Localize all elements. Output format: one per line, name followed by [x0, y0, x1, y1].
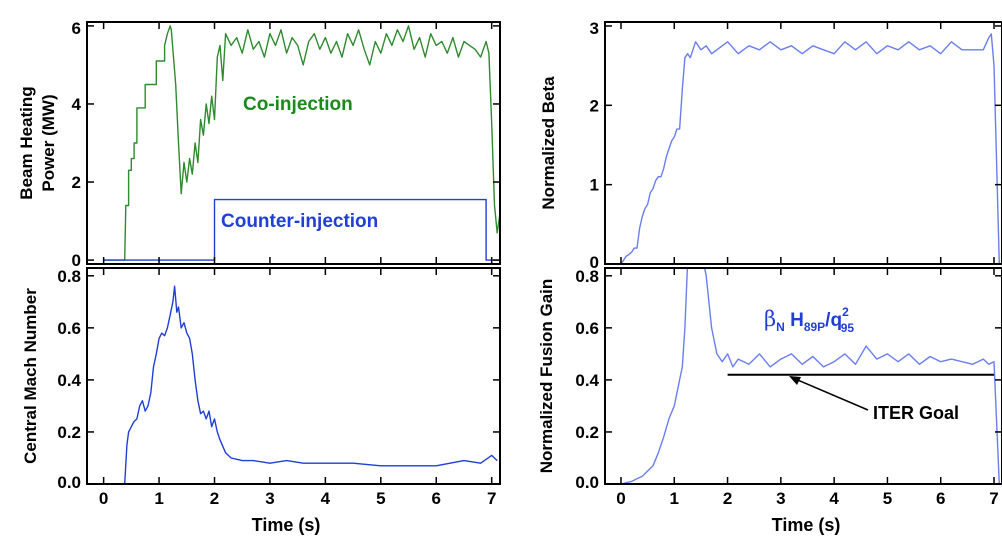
xtick-label-mach-0: 0	[99, 489, 108, 508]
formula-beta-sub: N	[776, 320, 785, 334]
ytick-label-mach-2: 0.4	[57, 371, 81, 390]
x-axis-label-right: Time (s)	[772, 515, 841, 535]
xtick-label-fusion-gain-4: 4	[829, 489, 839, 508]
xtick-label-fusion-gain-1: 1	[670, 489, 679, 508]
y-axis-label-beam-line1: Beam Heating	[17, 86, 36, 199]
iter-goal-arrow	[792, 377, 869, 411]
ytick-label-fusion-gain-3: 0.6	[575, 319, 599, 338]
ytick-label-beta-3: 3	[590, 19, 599, 38]
iter-goal-arrowhead	[789, 376, 801, 385]
ytick-label-mach-4: 0.8	[57, 267, 81, 286]
xtick-label-fusion-gain-6: 6	[936, 489, 945, 508]
ytick-label-mach-1: 0.2	[57, 423, 81, 442]
panel-frame-fusion-gain	[604, 267, 1002, 485]
formula-beta: β	[764, 307, 776, 331]
series-line-beam-power-0	[103, 25, 500, 261]
ytick-label-beta-1: 1	[590, 176, 599, 195]
ytick-label-beta-2: 2	[590, 96, 599, 115]
annotation-co-injection: Co-injection	[243, 94, 353, 115]
xtick-label-fusion-gain-7: 7	[989, 489, 998, 508]
formula-q-sup: 2	[842, 305, 849, 319]
formula-h-sub: 89P	[804, 320, 825, 334]
panel-frame-mach	[86, 267, 501, 485]
y-axis-label-beam-line2: Power (MW)	[39, 94, 58, 191]
ytick-label-beam-power-1: 2	[72, 173, 81, 192]
ytick-label-fusion-gain-4: 0.8	[575, 267, 599, 286]
ytick-label-beam-power-0: 0	[72, 251, 81, 270]
xtick-label-mach-6: 6	[432, 489, 441, 508]
x-axis-label-left: Time (s)	[252, 515, 321, 535]
y-axis-label-mach: Central Mach Number	[21, 288, 40, 464]
ytick-label-mach-3: 0.6	[57, 319, 81, 338]
xtick-label-fusion-gain-0: 0	[616, 489, 625, 508]
xtick-label-mach-7: 7	[487, 489, 496, 508]
ytick-label-beam-power-3: 6	[72, 19, 81, 38]
ytick-label-beam-power-2: 4	[72, 95, 82, 114]
series-line-beam-power-1	[103, 198, 500, 261]
series-line-beta-0	[620, 33, 1000, 264]
annotation-iter-goal: ITER Goal	[873, 403, 959, 423]
formula-h: H	[785, 310, 804, 331]
y-axis-label-fusion-gain: Normalized Fusion Gain	[537, 279, 556, 474]
ytick-label-fusion-gain-0: 0.0	[575, 473, 599, 492]
panel-frame-beam-power	[86, 21, 501, 265]
formula-slash-q: /q	[825, 310, 842, 331]
ytick-label-beta-0: 0	[590, 253, 599, 272]
annotation-fusion-gain-formula: βN H89P/q2 95	[764, 305, 854, 335]
series-line-fusion-gain-0	[620, 268, 1000, 484]
xtick-label-fusion-gain-2: 2	[723, 489, 732, 508]
xtick-label-fusion-gain-3: 3	[776, 489, 785, 508]
xtick-label-mach-1: 1	[154, 489, 163, 508]
series-line-mach-0	[124, 285, 498, 484]
formula-q-sub: 95	[841, 321, 855, 335]
xtick-label-mach-3: 3	[265, 489, 274, 508]
ytick-label-fusion-gain-1: 0.2	[575, 423, 599, 442]
panel-frame-beta	[604, 21, 1002, 265]
y-axis-label-beta: Normalized Beta	[539, 76, 558, 210]
ytick-label-fusion-gain-2: 0.4	[575, 371, 599, 390]
xtick-label-mach-5: 5	[376, 489, 385, 508]
ytick-label-mach-0: 0.0	[57, 473, 81, 492]
xtick-label-mach-4: 4	[321, 489, 331, 508]
xtick-label-mach-2: 2	[210, 489, 219, 508]
annotation-counter-injection: Counter-injection	[221, 211, 378, 232]
xtick-label-fusion-gain-5: 5	[883, 489, 892, 508]
